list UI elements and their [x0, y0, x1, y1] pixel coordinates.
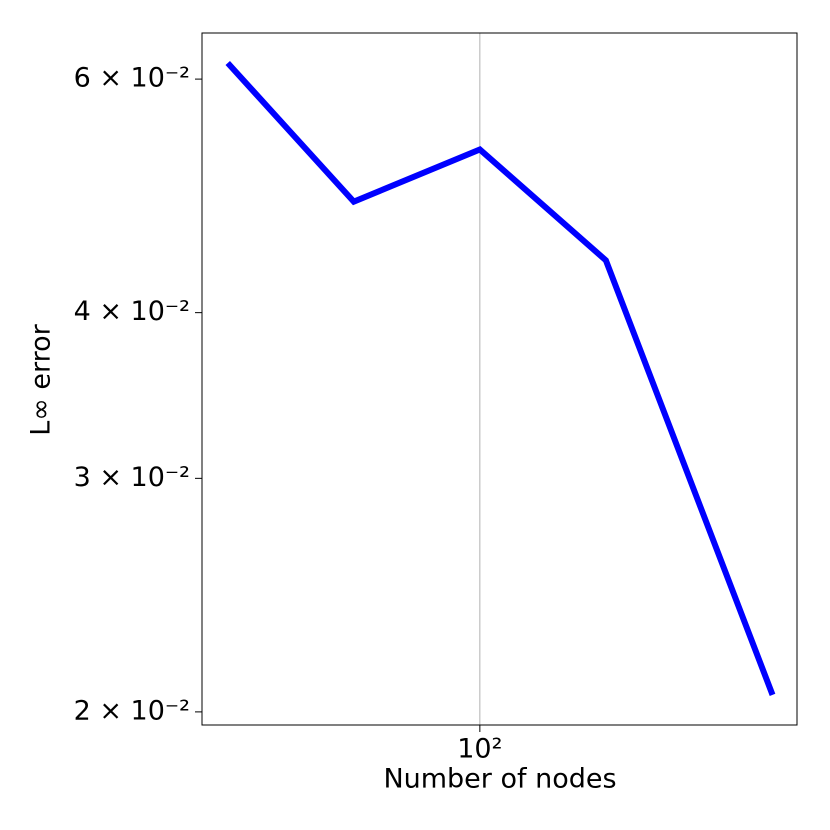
x-axis-label: Number of nodes	[383, 764, 616, 795]
y-tick-label: 4 × 10⁻²	[74, 296, 190, 327]
y-tick-label: 3 × 10⁻²	[74, 462, 190, 493]
y-axis-label: L∞ error	[26, 323, 57, 435]
line-series	[225, 60, 776, 696]
y-tick-label: 2 × 10⁻²	[74, 695, 190, 726]
plot-frame	[201, 32, 798, 726]
x-tick-label: 10²	[457, 734, 502, 765]
y-tick-label: 6 × 10⁻²	[74, 63, 190, 94]
